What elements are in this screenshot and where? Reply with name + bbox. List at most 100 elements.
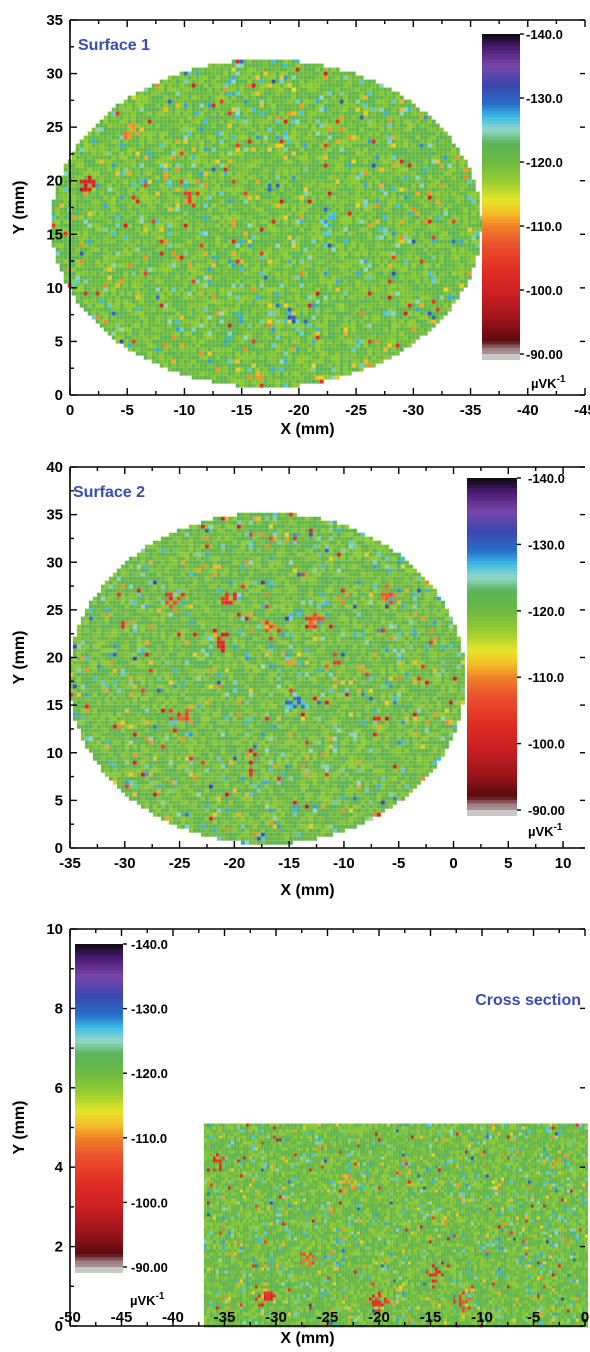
heatmap-cell bbox=[219, 147, 224, 152]
heatmap-cell bbox=[215, 243, 220, 248]
heatmap-cell bbox=[403, 183, 408, 188]
heatmap-cell bbox=[167, 139, 172, 144]
heatmap-cell bbox=[427, 175, 432, 180]
heatmap-cell bbox=[339, 275, 344, 280]
heatmap-cell bbox=[135, 263, 140, 268]
heatmap-cell bbox=[143, 223, 148, 228]
heatmap-cell bbox=[327, 67, 332, 72]
heatmap-cell bbox=[155, 127, 160, 132]
heatmap-cell bbox=[119, 211, 124, 216]
heatmap-cell bbox=[219, 195, 224, 200]
heatmap-cell bbox=[79, 155, 84, 160]
heatmap-cell bbox=[231, 191, 236, 196]
heatmap-cell bbox=[419, 115, 424, 120]
heatmap-cell bbox=[227, 215, 232, 220]
heatmap-cell bbox=[119, 279, 124, 284]
heatmap-cell bbox=[127, 151, 132, 156]
heatmap-cell bbox=[259, 215, 264, 220]
heatmap-cell bbox=[163, 171, 168, 176]
heatmap-cell bbox=[171, 243, 176, 248]
heatmap-cell bbox=[443, 231, 448, 236]
heatmap-cell bbox=[63, 187, 68, 192]
heatmap-cell bbox=[455, 239, 460, 244]
heatmap-cell bbox=[103, 271, 108, 276]
heatmap-cell bbox=[171, 79, 176, 84]
heatmap-cell bbox=[443, 227, 448, 232]
heatmap-cell bbox=[127, 227, 132, 232]
heatmap-cell bbox=[375, 195, 380, 200]
heatmap-cell bbox=[407, 151, 412, 156]
heatmap-cell bbox=[387, 143, 392, 148]
heatmap-cell bbox=[115, 183, 120, 188]
heatmap-cell bbox=[271, 275, 276, 280]
heatmap-cell bbox=[143, 259, 148, 264]
heatmap-cell bbox=[267, 119, 272, 124]
heatmap-cell bbox=[291, 203, 296, 208]
heatmap-cell bbox=[135, 163, 140, 168]
heatmap-cell bbox=[251, 171, 256, 176]
heatmap-cell bbox=[223, 247, 228, 252]
heatmap-cell bbox=[227, 239, 232, 244]
heatmap-cell bbox=[139, 223, 144, 228]
heatmap-cell bbox=[247, 263, 252, 268]
heatmap-cell bbox=[135, 131, 140, 136]
heatmap-cell bbox=[415, 263, 420, 268]
heatmap-cell bbox=[223, 207, 228, 212]
heatmap-cell bbox=[343, 139, 348, 144]
heatmap-cell bbox=[151, 115, 156, 120]
heatmap-cell bbox=[315, 255, 320, 260]
heatmap-cell bbox=[419, 235, 424, 240]
heatmap-cell bbox=[87, 231, 92, 236]
heatmap-cell bbox=[459, 199, 464, 204]
heatmap-cell bbox=[239, 199, 244, 204]
heatmap-cell bbox=[163, 219, 168, 224]
heatmap-cell bbox=[147, 215, 152, 220]
heatmap-cell bbox=[295, 115, 300, 120]
heatmap-cell bbox=[143, 111, 148, 116]
heatmap-cell bbox=[391, 127, 396, 132]
heatmap-cell bbox=[103, 275, 108, 280]
heatmap-cell bbox=[211, 87, 216, 92]
heatmap-cell bbox=[63, 227, 68, 232]
heatmap-cell bbox=[295, 135, 300, 140]
heatmap-cell bbox=[171, 115, 176, 120]
heatmap-cell bbox=[303, 275, 308, 280]
heatmap-cell bbox=[143, 207, 148, 212]
heatmap-cell bbox=[259, 159, 264, 164]
heatmap-cell bbox=[131, 263, 136, 268]
heatmap-cell bbox=[411, 135, 416, 140]
heatmap-cell bbox=[383, 131, 388, 136]
heatmap-cell bbox=[271, 59, 276, 64]
heatmap-cell bbox=[371, 167, 376, 172]
heatmap-cell bbox=[99, 247, 104, 252]
heatmap-cell bbox=[219, 223, 224, 228]
heatmap-cell bbox=[199, 131, 204, 136]
heatmap-cell bbox=[455, 219, 460, 224]
heatmap-cell bbox=[399, 131, 404, 136]
heatmap-cell bbox=[307, 119, 312, 124]
heatmap-cell bbox=[451, 267, 456, 272]
heatmap-cell bbox=[335, 255, 340, 260]
heatmap-cell bbox=[323, 183, 328, 188]
heatmap-cell bbox=[399, 127, 404, 132]
heatmap-cell bbox=[91, 207, 96, 212]
heatmap-cell bbox=[259, 179, 264, 184]
heatmap-cell bbox=[439, 263, 444, 268]
heatmap-cell bbox=[131, 203, 136, 208]
heatmap-cell bbox=[335, 231, 340, 236]
heatmap-cell bbox=[475, 227, 480, 232]
heatmap-cell bbox=[383, 235, 388, 240]
heatmap-cell bbox=[183, 243, 188, 248]
heatmap-cell bbox=[175, 155, 180, 160]
heatmap-cell bbox=[347, 271, 352, 276]
heatmap-cell bbox=[379, 127, 384, 132]
heatmap-cell bbox=[391, 179, 396, 184]
heatmap-cell bbox=[271, 183, 276, 188]
heatmap-cell bbox=[439, 167, 444, 172]
heatmap-cell bbox=[351, 203, 356, 208]
heatmap-cell bbox=[331, 195, 336, 200]
heatmap-cell bbox=[403, 219, 408, 224]
heatmap-cell bbox=[127, 179, 132, 184]
heatmap-cell bbox=[275, 59, 280, 64]
heatmap-cell bbox=[103, 139, 108, 144]
